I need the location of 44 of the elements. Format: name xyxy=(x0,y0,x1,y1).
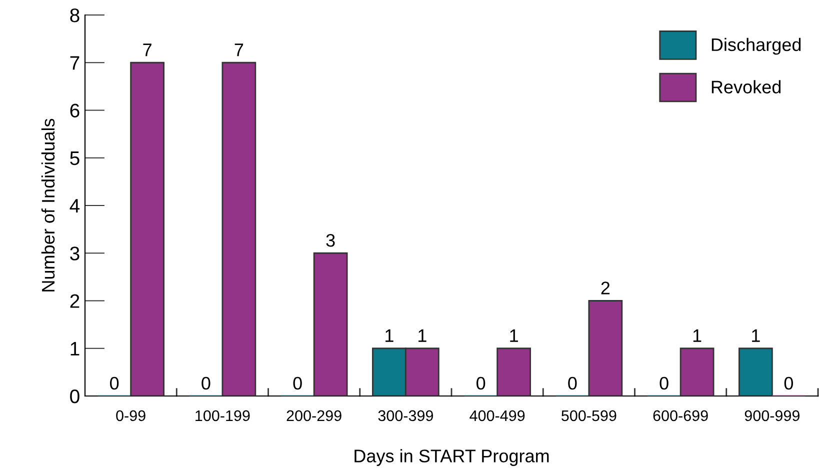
y-tick-label: 6 xyxy=(70,104,80,118)
x-tick-label: 300-399 xyxy=(378,410,433,422)
x-tick-label: 500-599 xyxy=(562,410,616,422)
data-label: 1 xyxy=(752,329,760,342)
bar xyxy=(222,62,256,396)
y-tick-label: 1 xyxy=(70,342,80,356)
x-tick-label: 100-199 xyxy=(196,410,250,422)
data-label: 1 xyxy=(693,329,702,342)
data-label: 1 xyxy=(418,329,426,342)
legend-label: Discharged xyxy=(712,38,801,55)
x-tick-label: 0-99 xyxy=(116,410,146,422)
y-tick-label: 5 xyxy=(70,152,80,166)
data-label: 0 xyxy=(660,376,668,390)
y-tick-label: 8 xyxy=(70,8,80,22)
y-tick-label: 0 xyxy=(70,389,80,404)
bar xyxy=(496,348,531,396)
y-tick-label: 4 xyxy=(70,199,80,213)
x-axis-title: Days in START Program xyxy=(354,449,549,466)
data-label: 0 xyxy=(202,376,210,390)
data-label: 7 xyxy=(143,44,152,56)
y-tick-label: 3 xyxy=(70,246,80,260)
x-tick-label: 900-999 xyxy=(744,410,800,422)
x-tick-label: 200-299 xyxy=(286,410,342,422)
data-label: 1 xyxy=(510,329,518,342)
data-label: 2 xyxy=(601,282,610,294)
y-axis-title: Number of Individuals xyxy=(41,118,55,292)
data-label: 0 xyxy=(110,376,119,390)
x-tick-label: 600-699 xyxy=(653,410,708,422)
data-label: 0 xyxy=(784,376,793,390)
bar xyxy=(588,300,623,396)
data-label: 0 xyxy=(568,376,577,390)
data-label: 7 xyxy=(234,44,244,56)
legend-label: Revoked xyxy=(712,80,781,94)
bar xyxy=(313,252,348,396)
x-tick-label: 400-499 xyxy=(470,410,525,422)
data-label: 3 xyxy=(326,234,335,247)
data-label: 0 xyxy=(293,376,302,390)
data-label: 0 xyxy=(476,376,486,390)
bar xyxy=(130,62,164,396)
bar xyxy=(680,348,714,396)
y-tick-label: 7 xyxy=(70,56,80,70)
data-label: 1 xyxy=(386,329,394,342)
y-tick-label: 2 xyxy=(70,294,80,308)
bar xyxy=(738,348,773,396)
